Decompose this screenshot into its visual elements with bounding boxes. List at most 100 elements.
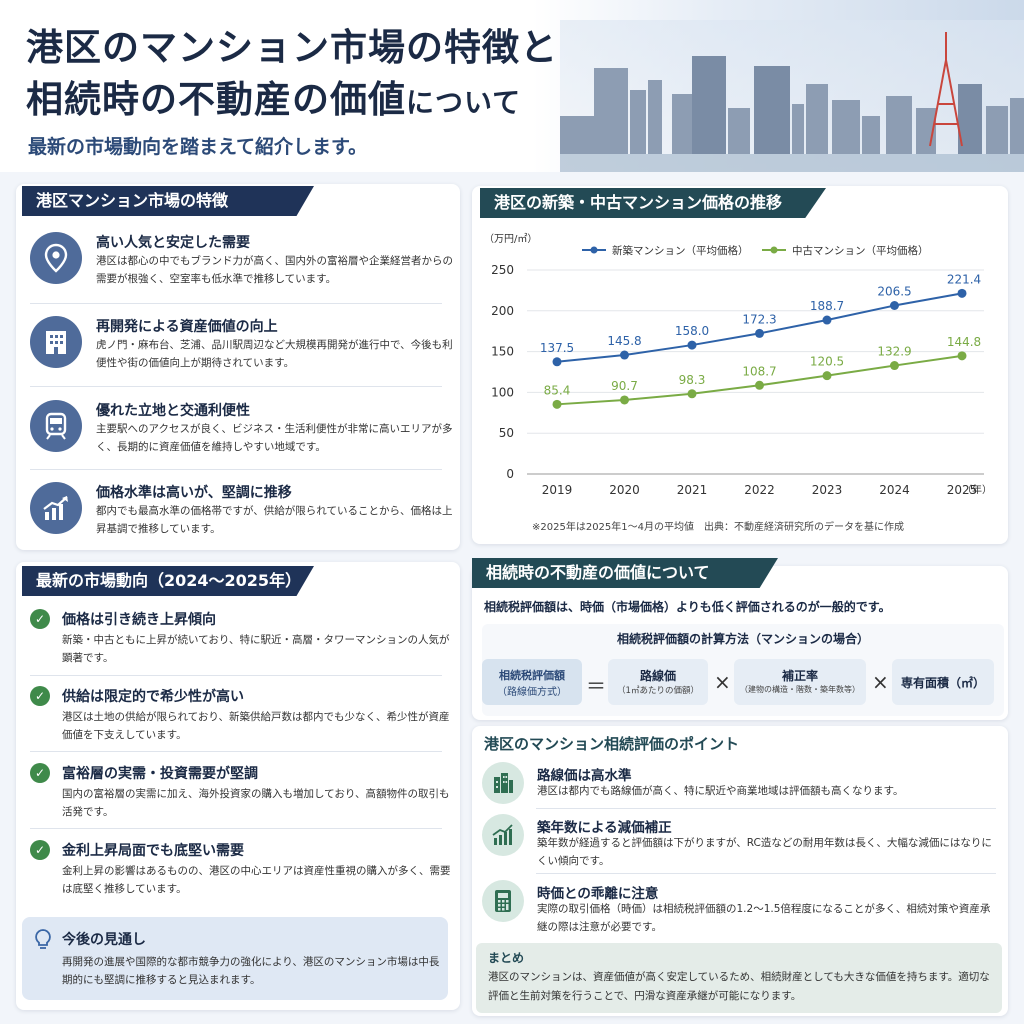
data-point bbox=[755, 380, 764, 390]
point-heading: 時価との乖離に注意 bbox=[537, 886, 659, 902]
formula-term-valuation: 相続税評価額 （路線価方式） bbox=[482, 659, 582, 705]
data-label: 172.3 bbox=[742, 312, 776, 326]
formula-term-sub: （1㎡あたりの価額） bbox=[617, 686, 699, 696]
trend-body: 新築・中古ともに上昇が続いており、特に駅近・高層・タワーマンションの人気が顕著で… bbox=[62, 634, 450, 664]
trend-item: ✓ 価格は引き続き上昇傾向 新築・中古ともに上昇が続いており、特に駅近・高層・タ… bbox=[30, 609, 450, 671]
trend-body: 港区は土地の供給が限られており、新築供給戸数は都内でも少なく、希少性が資産価値を… bbox=[62, 711, 450, 741]
divider bbox=[30, 675, 442, 676]
point-item: 時価との乖離に注意 実際の取引価格（時価）は相続税評価額の1.2～1.5倍程度に… bbox=[482, 880, 1002, 936]
x-tick-label: 2020 bbox=[609, 483, 640, 497]
point-body: 実際の取引価格（時価）は相続税評価額の1.2～1.5倍程度になることが多く、相続… bbox=[537, 903, 991, 933]
chart-note: ※2025年は2025年1～4月の平均値 出典：不動産経済研究所のデータを基に作… bbox=[532, 522, 905, 533]
title-line-2: 相続時の不動産の価値 bbox=[26, 78, 406, 121]
page-subtitle: 最新の市場動向を踏まえて紹介します。 bbox=[28, 136, 368, 158]
outlook-body: 再開発の進展や国際的な都市競争力の強化により、港区のマンション市場は中長期的にも… bbox=[62, 956, 440, 986]
x-tick-label: 2023 bbox=[812, 483, 843, 497]
divider bbox=[30, 469, 442, 470]
calculator-icon bbox=[482, 880, 524, 922]
feature-item: 価格水準は高いが、堅調に推移 都内でも最高水準の価格帯ですが、供給が限られている… bbox=[30, 482, 452, 552]
x-tick-label: 2021 bbox=[677, 483, 708, 497]
trend-heading: 金利上昇局面でも底堅い需要 bbox=[62, 843, 244, 859]
header-banner: 港区のマンション市場の特徴と 相続時の不動産の価値について 最新の市場動向を踏ま… bbox=[0, 0, 1024, 172]
point-heading: 路線価は高水準 bbox=[537, 768, 632, 784]
feature-item: 優れた立地と交通利便性 主要駅へのアクセスが良く、ビジネス・生活利便性が非常に高… bbox=[30, 400, 452, 470]
summary-box: まとめ 港区のマンションは、資産価値が高く安定しているため、相続財産としても大き… bbox=[476, 943, 1002, 1013]
lightbulb-icon bbox=[35, 929, 51, 949]
feature-heading: 高い人気と安定した需要 bbox=[96, 235, 250, 251]
data-point bbox=[687, 389, 697, 399]
tokyo-tower bbox=[929, 32, 963, 147]
data-label: 98.3 bbox=[679, 373, 706, 387]
data-label: 221.4 bbox=[947, 272, 981, 286]
x-tick-label: 2025 bbox=[947, 483, 978, 497]
legend-marker bbox=[770, 246, 778, 254]
data-point bbox=[890, 300, 899, 310]
check-icon: ✓ bbox=[30, 686, 50, 706]
chart-title: 港区の新築・中古マンション価格の推移 bbox=[480, 188, 826, 218]
data-label: 188.7 bbox=[810, 299, 844, 313]
points-title: 港区のマンション相続評価のポイント bbox=[484, 735, 740, 753]
features-panel bbox=[16, 184, 460, 550]
chart-panel bbox=[472, 186, 1008, 544]
formula-term-route-price: 路線価 （1㎡あたりの価額） bbox=[608, 659, 708, 705]
legend-marker bbox=[590, 246, 598, 254]
feature-body: 虎ノ門・麻布台、芝浦、品川駅周辺など大規模再開発が進行中で、今後も利便性や街の価… bbox=[96, 339, 453, 369]
equals-sign: ＝ bbox=[586, 674, 606, 698]
title-line-2-suffix: について bbox=[406, 86, 522, 119]
data-label: 144.8 bbox=[947, 335, 981, 349]
feature-item: 再開発による資産価値の向上 虎ノ門・麻布台、芝浦、品川駅周辺など大規模再開発が進… bbox=[30, 316, 453, 386]
data-label: 90.7 bbox=[611, 379, 638, 393]
legend-label: 新築マンション（平均価格） bbox=[612, 244, 749, 257]
data-point bbox=[620, 395, 629, 405]
multiply-sign: × bbox=[872, 670, 889, 694]
trend-item: ✓ 金利上昇局面でも底堅い需要 金利上昇の影響はあるものの、港区の中心エリアは資… bbox=[30, 840, 451, 902]
divider bbox=[30, 751, 442, 752]
x-tick-label: 2022 bbox=[744, 483, 775, 497]
feature-heading: 優れた立地と交通利便性 bbox=[96, 403, 250, 419]
feature-heading: 再開発による資産価値の向上 bbox=[96, 319, 278, 335]
feature-body: 主要駅へのアクセスが良く、ビジネス・生活利便性が非常に高いエリアが多く、長期的に… bbox=[96, 423, 453, 453]
y-tick-label: 250 bbox=[491, 263, 514, 277]
trend-item: ✓ 供給は限定的で希少性が高い 港区は土地の供給が限られており、新築供給戸数は都… bbox=[30, 686, 450, 748]
feature-heading: 価格水準は高いが、堅調に推移 bbox=[96, 485, 292, 501]
data-point bbox=[552, 399, 562, 409]
y-tick-label: 200 bbox=[491, 304, 514, 318]
summary-title: まとめ bbox=[488, 951, 525, 965]
x-tick-label: 2024 bbox=[879, 483, 910, 497]
page-title: 港区のマンション市場の特徴と 相続時の不動産の価値について bbox=[26, 22, 558, 129]
trend-body: 国内の富裕層の実需に加え、海外投資家の購入も増加しており、高額物件の取引も活発で… bbox=[62, 788, 450, 818]
data-label: 85.4 bbox=[544, 383, 571, 397]
point-item: 築年数による減価補正 築年数が経過すると評価額は下がりますが、RC造などの耐用年… bbox=[482, 814, 1002, 870]
trend-heading: 供給は限定的で希少性が高い bbox=[62, 689, 244, 705]
formula-term-main: 相続税評価額 bbox=[499, 669, 565, 682]
data-point bbox=[957, 351, 967, 361]
divider bbox=[536, 873, 996, 874]
divider bbox=[30, 828, 442, 829]
outlook-title: 今後の見通し bbox=[62, 932, 146, 948]
divider bbox=[30, 386, 442, 387]
formula-term-main: 補正率 bbox=[781, 669, 818, 683]
feature-body: 都内でも最高水準の価格帯ですが、供給が限られていることから、価格は上昇基調で推移… bbox=[96, 505, 453, 535]
y-axis-label: （万円/㎡） bbox=[484, 233, 537, 245]
y-tick-label: 100 bbox=[491, 385, 514, 399]
data-label: 108.7 bbox=[742, 364, 776, 378]
feature-item: 高い人気と安定した需要 港区は都心の中でもブランド力が高く、国内外の富裕層や企業… bbox=[30, 232, 453, 302]
data-point bbox=[957, 288, 967, 298]
formula-title: 相続税評価額の計算方法（マンションの場合） bbox=[616, 632, 869, 646]
inheritance-intro: 相続税評価額は、時価（市場価格）よりも低く評価されるのが一般的です。 bbox=[484, 600, 891, 614]
point-body: 築年数が経過すると評価額は下がりますが、RC造などの耐用年数は長く、大幅な減価に… bbox=[537, 837, 992, 867]
point-body: 港区は都内でも路線価が高く、特に駅近や商業地域は評価額も高くなります。 bbox=[537, 785, 904, 797]
data-point bbox=[620, 350, 629, 360]
train-icon bbox=[30, 400, 82, 452]
formula-term-correction: 補正率 （建物の構造・階数・築年数等） bbox=[734, 659, 866, 705]
trend-item: ✓ 富裕層の実需・投資需要が堅調 国内の富裕層の実需に加え、海外投資家の購入も増… bbox=[30, 763, 450, 825]
formula-term-main: 路線価 bbox=[639, 669, 676, 683]
trend-heading: 富裕層の実需・投資需要が堅調 bbox=[62, 766, 258, 782]
divider bbox=[536, 808, 996, 809]
formula-term-sub: （建物の構造・階数・築年数等） bbox=[740, 685, 860, 694]
data-point bbox=[890, 361, 899, 371]
data-point bbox=[687, 340, 697, 350]
multiply-sign: × bbox=[714, 670, 731, 694]
data-label: 158.0 bbox=[675, 324, 709, 338]
divider bbox=[30, 303, 442, 304]
